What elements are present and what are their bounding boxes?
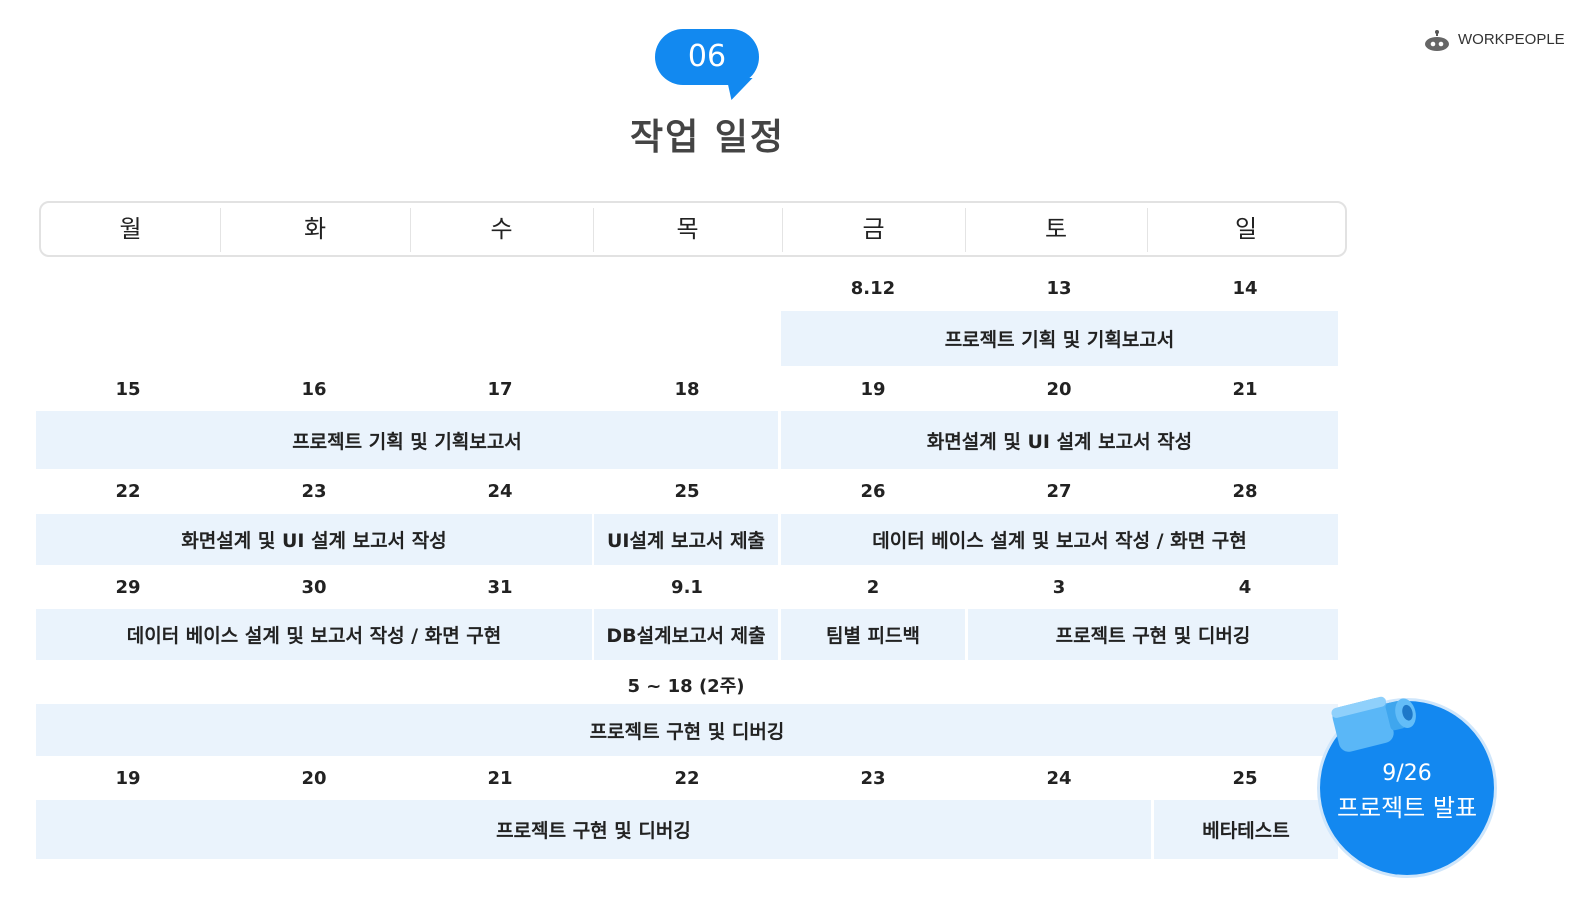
date-cell: 20 — [301, 768, 327, 789]
date-cell: 17 — [487, 379, 513, 400]
date-cell: 2 — [866, 577, 880, 598]
weekday-mon: 월 — [119, 215, 142, 243]
date-cell: 16 — [301, 379, 327, 400]
task-band: 프로젝트 구현 및 디버깅 — [36, 704, 1338, 756]
date-cell: 29 — [115, 577, 141, 598]
weekday-thu: 목 — [676, 215, 699, 243]
date-cell: 20 — [1046, 379, 1072, 400]
date-cell: 24 — [1046, 768, 1072, 789]
brand-name: WORKPEOPLE — [1458, 30, 1565, 48]
date-cell: 18 — [674, 379, 700, 400]
divider — [593, 208, 594, 252]
date-cell: 23 — [860, 768, 886, 789]
date-cell: 13 — [1046, 278, 1072, 299]
date-cell: 26 — [860, 481, 886, 502]
date-cell: 21 — [487, 768, 513, 789]
task-band: 프로젝트 기획 및 기획보고서 — [36, 411, 778, 469]
task-band: 데이터 베이스 설계 및 보고서 작성 / 화면 구현 — [36, 609, 592, 660]
presentation-date: 9/26 — [1382, 761, 1432, 786]
date-cell: 25 — [674, 481, 700, 502]
date-cell: 19 — [860, 379, 886, 400]
date-cell: 31 — [487, 577, 513, 598]
divider — [220, 208, 221, 252]
task-band: 화면설계 및 UI 설계 보고서 작성 — [36, 514, 592, 565]
date-cell: 4 — [1238, 577, 1252, 598]
date-cell: 25 — [1232, 768, 1258, 789]
date-cell: 21 — [1232, 379, 1258, 400]
weekday-fri: 금 — [862, 215, 885, 243]
section-number-badge: 06 — [655, 29, 759, 85]
badge-tail — [719, 78, 753, 100]
divider — [965, 208, 966, 252]
weekday-sun: 일 — [1234, 215, 1258, 243]
task-band: 프로젝트 구현 및 디버깅 — [968, 609, 1338, 660]
divider — [782, 208, 783, 252]
date-cell: 28 — [1232, 481, 1258, 502]
date-cell: 30 — [301, 577, 327, 598]
divider — [410, 208, 411, 252]
date-cell: 19 — [115, 768, 141, 789]
task-band: 프로젝트 기획 및 기획보고서 — [781, 311, 1338, 366]
camera-icon — [1326, 681, 1422, 757]
date-cell: 8.12 — [850, 278, 896, 299]
divider — [1147, 208, 1148, 252]
date-cell: 24 — [487, 481, 513, 502]
weekday-header: 월 화 수 목 금 토 일 — [39, 201, 1347, 257]
date-cell: 27 — [1046, 481, 1072, 502]
date-cell: 22 — [115, 481, 141, 502]
page-title: 작업 일정 — [629, 117, 785, 158]
weekday-sat: 토 — [1044, 215, 1068, 243]
task-band: 화면설계 및 UI 설계 보고서 작성 — [781, 411, 1338, 469]
weekday-tue: 화 — [303, 215, 327, 243]
robot-icon — [1424, 30, 1450, 51]
date-cell: 3 — [1052, 577, 1066, 598]
date-cell: 9.1 — [671, 577, 703, 598]
task-band: 프로젝트 구현 및 디버깅 — [36, 800, 1151, 859]
brand: WORKPEOPLE — [1424, 26, 1565, 52]
task-band: 팀별 피드백 — [781, 609, 965, 660]
date-cell: 15 — [115, 379, 141, 400]
task-band: 베타테스트 — [1154, 800, 1338, 859]
task-band: DB설계보고서 제출 — [594, 609, 778, 660]
presentation-label: 프로젝트 발표 — [1336, 794, 1478, 822]
date-range: 5 ~ 18 (2주) — [627, 676, 745, 697]
task-band: 데이터 베이스 설계 및 보고서 작성 / 화면 구현 — [781, 514, 1338, 565]
date-cell: 22 — [674, 768, 700, 789]
date-cell: 14 — [1232, 278, 1258, 299]
task-band: UI설계 보고서 제출 — [594, 514, 778, 565]
date-cell: 23 — [301, 481, 327, 502]
weekday-wed: 수 — [490, 215, 513, 243]
